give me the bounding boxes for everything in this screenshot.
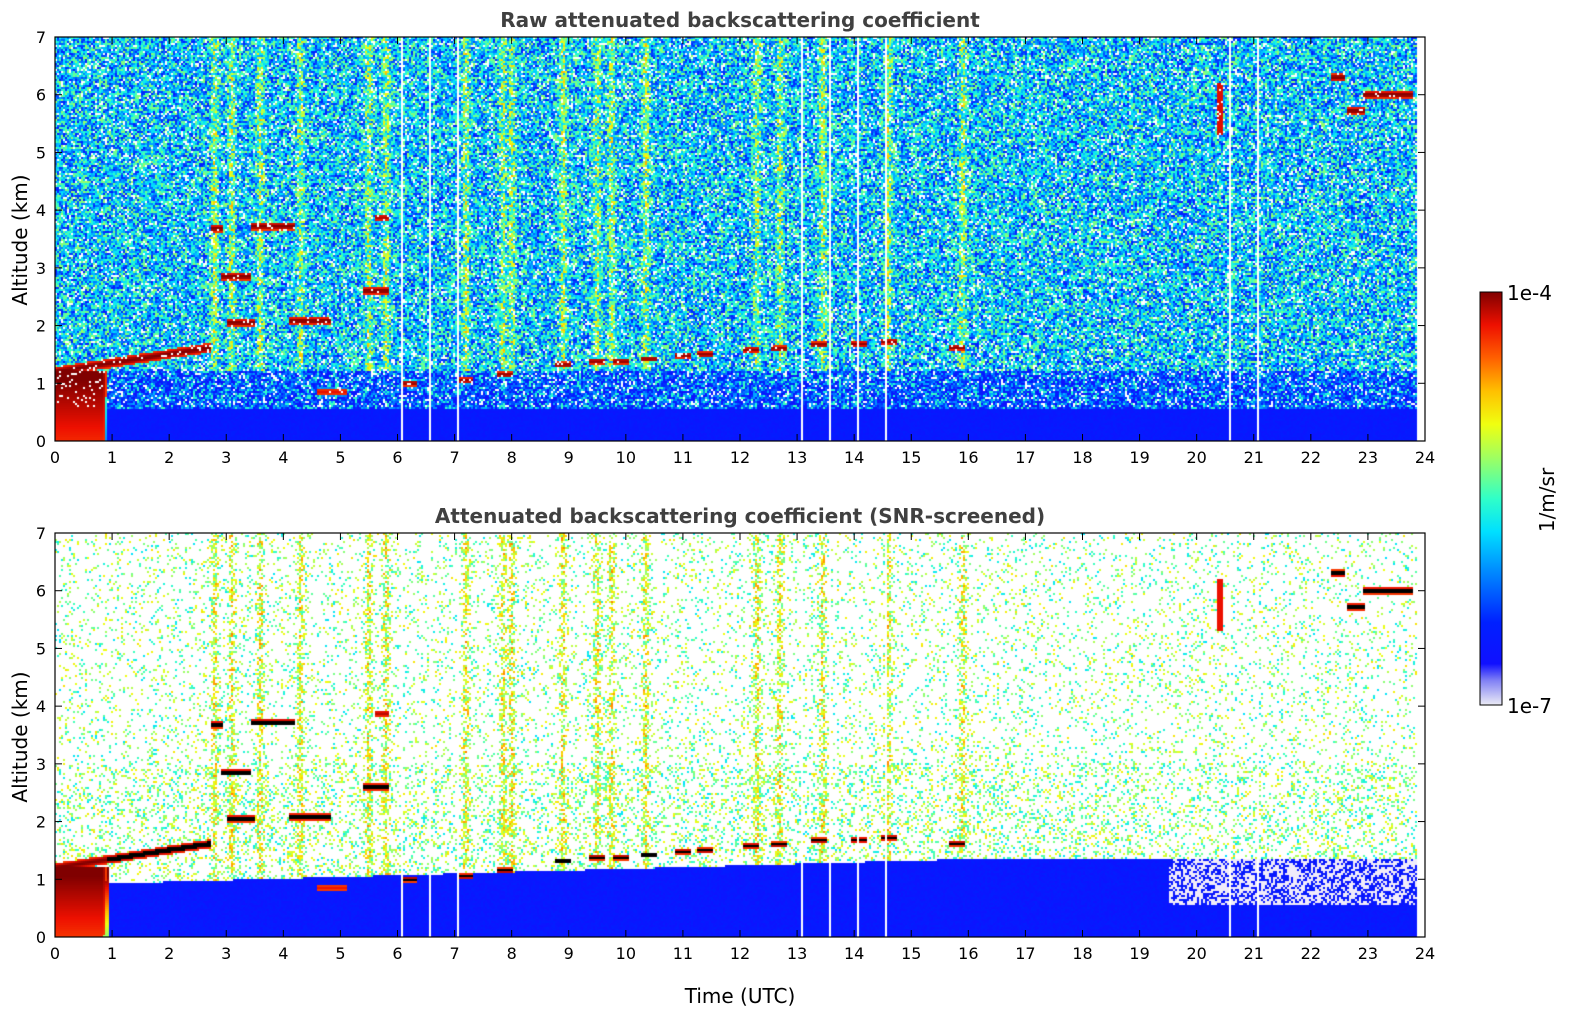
x-tick-label: 10 bbox=[616, 448, 636, 467]
x-tick-label: 22 bbox=[1301, 448, 1321, 467]
x-tick-label: 21 bbox=[1244, 448, 1264, 467]
x-tick-label: 3 bbox=[221, 944, 231, 963]
colorbar-max-label: 1e-4 bbox=[1507, 281, 1552, 305]
y-tick-label: 5 bbox=[36, 639, 46, 658]
x-tick-label: 20 bbox=[1186, 448, 1206, 467]
x-tick-label: 3 bbox=[221, 448, 231, 467]
x-tick-label: 19 bbox=[1129, 448, 1149, 467]
x-tick-label: 9 bbox=[564, 944, 574, 963]
y-tick-label: 4 bbox=[36, 201, 46, 220]
x-tick-label: 7 bbox=[449, 448, 459, 467]
x-tick-label: 24 bbox=[1415, 448, 1435, 467]
x-tick-label: 8 bbox=[507, 944, 517, 963]
y-tick-label: 2 bbox=[36, 813, 46, 832]
heatmap-canvas bbox=[55, 37, 1425, 441]
x-tick-label: 12 bbox=[730, 944, 750, 963]
y-tick-label: 4 bbox=[36, 697, 46, 716]
x-tick-label: 7 bbox=[449, 944, 459, 963]
x-tick-label: 2 bbox=[164, 448, 174, 467]
x-tick-label: 11 bbox=[673, 448, 693, 467]
y-tick-label: 6 bbox=[36, 582, 46, 601]
x-tick-label: 5 bbox=[335, 944, 345, 963]
plot-frame bbox=[54, 532, 1426, 938]
y-tick-label: 2 bbox=[36, 317, 46, 336]
heatmap-canvas bbox=[55, 533, 1425, 937]
x-tick-label: 16 bbox=[958, 448, 978, 467]
x-tick-label: 20 bbox=[1186, 944, 1206, 963]
colorbar: 1e-4 1e-7 1/m/sr bbox=[1479, 281, 1559, 718]
heatmap-image bbox=[55, 533, 1425, 937]
y-axis: 0 1 2 3 4 5 6 7 bbox=[36, 28, 1425, 451]
colorbar-scale bbox=[1479, 291, 1503, 706]
x-tick-label: 10 bbox=[616, 944, 636, 963]
x-tick-label: 6 bbox=[392, 448, 402, 467]
x-tick-label: 0 bbox=[50, 448, 60, 467]
y-tick-label: 0 bbox=[36, 928, 46, 947]
x-tick-label: 19 bbox=[1129, 944, 1149, 963]
x-tick-label: 13 bbox=[787, 944, 807, 963]
y-tick-label: 1 bbox=[36, 374, 46, 393]
x-tick-label: 14 bbox=[844, 944, 864, 963]
x-tick-label: 5 bbox=[335, 448, 345, 467]
plot-frame bbox=[54, 36, 1426, 442]
x-tick-label: 16 bbox=[958, 944, 978, 963]
y-tick-label: 1 bbox=[36, 870, 46, 889]
heatmap-image bbox=[55, 37, 1425, 441]
panel-title: Raw attenuated backscattering coefficien… bbox=[500, 8, 980, 32]
panel-title: Attenuated backscattering coefficient (S… bbox=[435, 504, 1045, 528]
x-tick-label: 17 bbox=[1015, 448, 1035, 467]
x-axis: 0 1 2 3 4 5 6 7 8 9 10 11 12 13 14 15 16 17 18 19 20 21 22 23 24 bbox=[50, 533, 1435, 963]
y-tick-label: 7 bbox=[36, 28, 46, 47]
y-tick-label: 3 bbox=[36, 755, 46, 774]
x-tick-label: 14 bbox=[844, 448, 864, 467]
y-tick-label: 3 bbox=[36, 259, 46, 278]
colorbar-min-label: 1e-7 bbox=[1507, 694, 1552, 718]
x-tick-label: 11 bbox=[673, 944, 693, 963]
y-tick-label: 6 bbox=[36, 86, 46, 105]
x-tick-label: 24 bbox=[1415, 944, 1435, 963]
x-tick-label: 1 bbox=[107, 944, 117, 963]
y-axis: 0 1 2 3 4 5 6 7 bbox=[36, 524, 1425, 947]
x-tick-label: 15 bbox=[901, 448, 921, 467]
x-axis-label: Time (UTC) bbox=[684, 984, 796, 1008]
x-tick-label: 21 bbox=[1244, 944, 1264, 963]
y-tick-label: 7 bbox=[36, 524, 46, 543]
x-tick-label: 4 bbox=[278, 448, 288, 467]
x-tick-label: 2 bbox=[164, 944, 174, 963]
x-tick-label: 12 bbox=[730, 448, 750, 467]
x-tick-label: 4 bbox=[278, 944, 288, 963]
x-tick-label: 0 bbox=[50, 944, 60, 963]
snr-screened-panel: Attenuated backscattering coefficient (S… bbox=[8, 504, 1435, 1008]
x-tick-label: 23 bbox=[1358, 448, 1378, 467]
y-tick-label: 5 bbox=[36, 143, 46, 162]
x-axis: 0 1 2 3 4 5 6 7 8 9 10 11 12 13 14 15 16 17 18 19 20 21 22 23 24 bbox=[50, 37, 1435, 467]
x-tick-label: 18 bbox=[1072, 944, 1092, 963]
x-tick-label: 18 bbox=[1072, 448, 1092, 467]
x-tick-label: 8 bbox=[507, 448, 517, 467]
x-tick-label: 22 bbox=[1301, 944, 1321, 963]
x-tick-label: 6 bbox=[392, 944, 402, 963]
x-tick-label: 13 bbox=[787, 448, 807, 467]
x-tick-label: 23 bbox=[1358, 944, 1378, 963]
y-axis-label: Altitude (km) bbox=[8, 671, 32, 802]
x-tick-label: 15 bbox=[901, 944, 921, 963]
x-tick-label: 17 bbox=[1015, 944, 1035, 963]
y-tick-label: 0 bbox=[36, 432, 46, 451]
colorbar-unit-label: 1/m/sr bbox=[1535, 467, 1559, 532]
x-tick-label: 1 bbox=[107, 448, 117, 467]
raw-backscatter-panel: Raw attenuated backscattering coefficien… bbox=[8, 8, 1435, 467]
y-axis-label: Altitude (km) bbox=[8, 174, 32, 305]
x-tick-label: 9 bbox=[564, 448, 574, 467]
